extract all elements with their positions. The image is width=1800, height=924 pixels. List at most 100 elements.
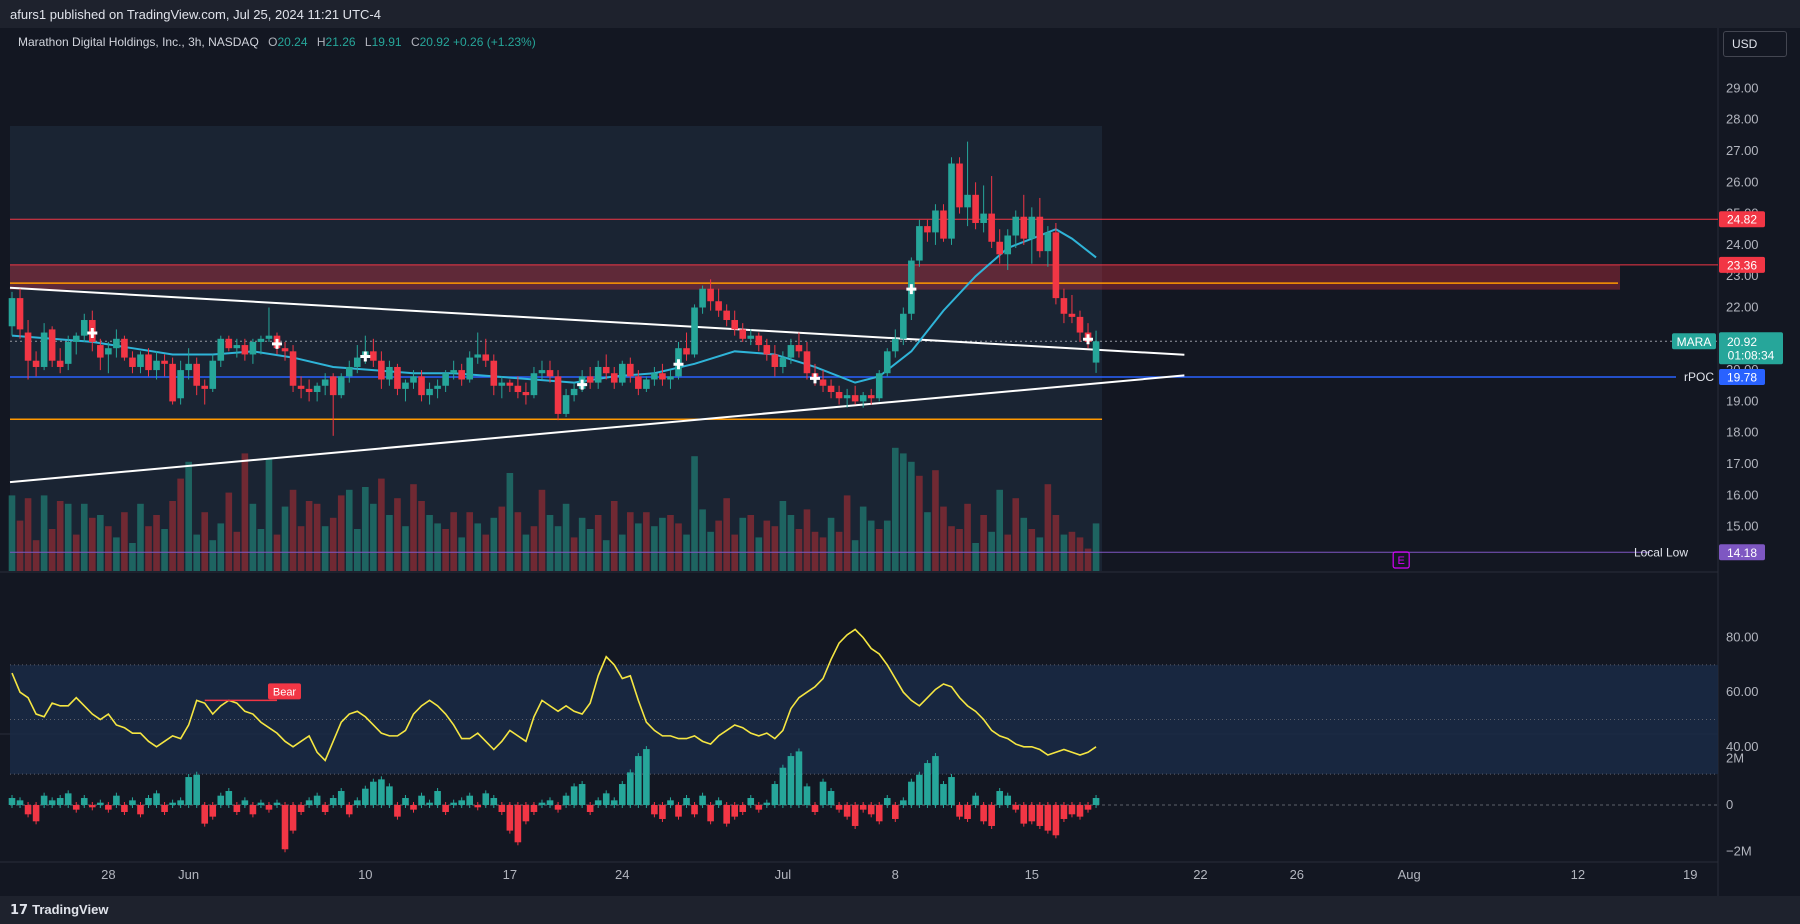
- candle-body: [225, 338, 233, 349]
- volume-bar: [378, 478, 385, 571]
- volume-bar: [1092, 523, 1100, 571]
- tradingview-logo[interactable]: 17 TradingView: [10, 902, 108, 918]
- osc-bar: [795, 751, 803, 805]
- volume-bar: [466, 512, 474, 571]
- time-tick-label: Jul: [775, 867, 792, 882]
- candle-body: [498, 382, 506, 386]
- volume-bar: [137, 503, 144, 571]
- volume-bar: [586, 529, 594, 571]
- time-tick-label: 10: [358, 867, 372, 882]
- volume-bar: [562, 503, 570, 571]
- osc-bar: [892, 805, 899, 819]
- osc-bar: [56, 798, 64, 805]
- candle-body: [129, 357, 136, 367]
- osc-bar: [185, 777, 192, 805]
- volume-bar: [1084, 548, 1092, 571]
- osc-bar: [257, 802, 265, 805]
- osc-bar: [329, 798, 337, 805]
- candle-body: [948, 163, 955, 239]
- osc-bar: [940, 784, 947, 805]
- volume-bar: [932, 470, 939, 571]
- candle-body: [313, 385, 321, 393]
- candle-body: [249, 341, 257, 355]
- volume-bar: [410, 484, 417, 571]
- osc-bar: [249, 805, 257, 815]
- osc-tick-label: −2M: [1726, 844, 1752, 859]
- candle-body: [570, 388, 578, 396]
- osc-bar: [72, 805, 80, 810]
- osc-bar: [651, 805, 658, 815]
- rsi-line: [11, 628, 1097, 762]
- volume-bar: [635, 523, 642, 571]
- candle-body: [723, 310, 730, 321]
- osc-bar: [8, 798, 16, 805]
- volume-bar: [739, 517, 747, 571]
- candle-body: [257, 338, 265, 342]
- candle-body: [731, 320, 738, 330]
- bear-label-badge: [267, 683, 301, 700]
- osc-bar: [80, 798, 88, 805]
- volume-bar: [145, 526, 152, 571]
- volume-bar: [554, 526, 562, 571]
- candle-body: [201, 385, 209, 389]
- candle-body: [835, 392, 843, 399]
- osc-bar: [24, 805, 32, 815]
- candle-body: [241, 345, 249, 355]
- osc-bar: [466, 795, 474, 805]
- osc-bar: [851, 805, 859, 826]
- volume-bar: [265, 459, 273, 571]
- countdown-timer: 01:08:34: [1728, 348, 1775, 362]
- publish-info: afurs1 published on TradingView.com, Jul…: [10, 7, 381, 22]
- legend-open-label: O: [268, 35, 278, 49]
- earnings-marker: [1392, 551, 1410, 569]
- osc-bar: [289, 805, 297, 831]
- osc-bar: [586, 805, 594, 812]
- osc-bar: [610, 800, 618, 805]
- time-tick-label: 8: [892, 867, 899, 882]
- osc-bar: [602, 793, 610, 805]
- currency-button[interactable]: USD: [1723, 31, 1787, 57]
- candle-body: [924, 226, 931, 233]
- chart-area[interactable]: 15.0016.0017.0018.0019.0020.0021.0022.00…: [0, 28, 1800, 896]
- volume-bar: [578, 517, 586, 571]
- descending-trendline: [9, 286, 1185, 356]
- volume-bar: [627, 512, 634, 571]
- osc-bar: [450, 802, 457, 805]
- osc-tick-label: 2M: [1726, 750, 1744, 765]
- volume-bar: [747, 515, 755, 571]
- osc-bar: [169, 802, 176, 805]
- osc-bar: [426, 802, 433, 805]
- volume-bar: [1076, 537, 1084, 571]
- volume-bar: [474, 523, 482, 571]
- candle-body: [1028, 216, 1036, 239]
- tv-logo-icon: 17: [10, 903, 29, 918]
- osc-bar: [89, 805, 96, 808]
- candle-body: [64, 341, 72, 364]
- volume-bar: [867, 520, 875, 571]
- volume-bar: [105, 526, 112, 571]
- candle-body: [329, 376, 337, 396]
- osc-bar: [313, 795, 321, 805]
- bear-label: Bear: [273, 686, 297, 698]
- time-tick-label: Aug: [1398, 867, 1421, 882]
- volume-bar: [121, 512, 128, 571]
- volume-bar: [715, 520, 722, 571]
- volume-bar: [241, 453, 249, 571]
- candle-body: [16, 298, 24, 330]
- volume-bar: [763, 520, 771, 571]
- volume-bar: [225, 492, 233, 571]
- volume-bar: [305, 501, 313, 571]
- legend-symbol: Marathon Digital Holdings, Inc., 3h, NAS…: [18, 35, 259, 49]
- brand-name: TradingView: [32, 902, 109, 917]
- volume-bar: [97, 515, 104, 571]
- osc-bar: [522, 805, 530, 822]
- volume-bar: [233, 531, 241, 571]
- symbol-badge: [1672, 333, 1716, 350]
- candle-body: [40, 332, 48, 367]
- candle-body: [683, 348, 690, 355]
- osc-bar: [273, 802, 281, 805]
- volume-bar: [402, 526, 409, 571]
- volume-bar: [257, 529, 265, 571]
- osc-bar: [64, 793, 72, 805]
- candle-body: [56, 360, 64, 367]
